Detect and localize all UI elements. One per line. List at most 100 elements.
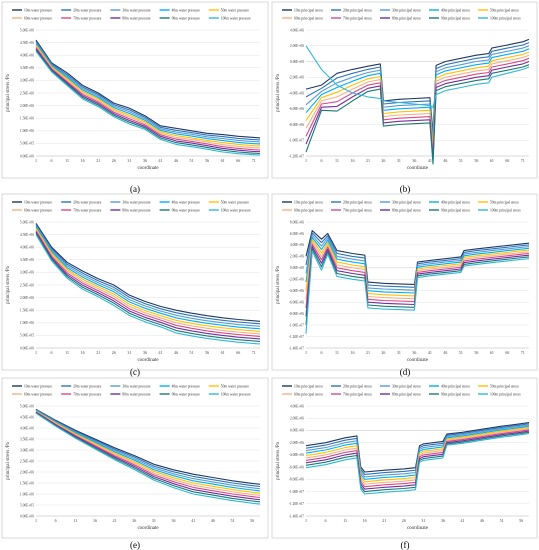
series-line — [35, 229, 261, 335]
x-tick-label: 56 — [205, 350, 209, 355]
y-tick-label: 1.50E+06 — [20, 117, 34, 121]
legend-label: 70m water pressure — [73, 209, 102, 213]
y-tick-label: 2.50E+06 — [20, 91, 34, 95]
x-tick-label: 1 — [305, 518, 307, 523]
x-tick-label: 71 — [521, 350, 525, 355]
legend-label: 40m principal stress — [441, 9, 471, 13]
x-tick-label: 71 — [252, 158, 256, 163]
x-tick-label: 11 — [73, 518, 77, 523]
legend-label: 60m water pressure — [24, 17, 53, 21]
y-tick-label: 2.00E+06 — [20, 104, 34, 108]
x-tick-label: 26 — [402, 518, 406, 523]
chart-panel-3: 10m water pressure 20m water pressure 30m … — [1, 193, 269, 377]
x-tick-label: 26 — [381, 350, 385, 355]
x-tick-label: 41 — [460, 518, 464, 523]
x-tick-label: 26 — [132, 518, 136, 523]
y-tick-label: -1.20E+07 — [289, 502, 305, 506]
series-line — [35, 43, 261, 145]
y-tick-label: -2.00E+06 — [289, 278, 305, 282]
x-tick-label: 66 — [505, 158, 509, 163]
y-tick-label: 1.00E+06 — [20, 129, 34, 133]
x-axis-title: coordinate — [137, 358, 159, 363]
legend-label: 40m water pressure — [172, 201, 201, 205]
x-tick-label: 16 — [350, 158, 354, 163]
y-tick-label: 3.50E+06 — [20, 258, 34, 262]
x-tick-label: 66 — [236, 158, 240, 163]
legend-label: 60m principal stress — [294, 393, 324, 397]
series-line — [35, 226, 261, 330]
legend-label: 70m principal stress — [343, 209, 373, 213]
x-tick-label: 46 — [443, 158, 447, 163]
x-tick-label: 46 — [443, 350, 447, 355]
y-tick-label: -8.00E+06 — [289, 123, 305, 127]
series-line — [35, 42, 261, 143]
x-tick-label: 11 — [335, 158, 339, 163]
x-tick-label: 56 — [474, 158, 478, 163]
x-tick-label: 6 — [51, 158, 53, 163]
legend-label: 90m principal stress — [441, 393, 471, 397]
y-tick-label: 5.00E+06 — [20, 220, 34, 224]
y-tick-label: 5.00E+05 — [20, 503, 34, 507]
x-tick-label: 46 — [174, 350, 178, 355]
x-tick-label: 41 — [428, 350, 432, 355]
legend-label: 60m water pressure — [24, 209, 53, 213]
y-axis-title: principal stress /Pa — [276, 73, 281, 112]
x-tick-label: 61 — [490, 158, 494, 163]
y-tick-label: -1.00E+07 — [289, 323, 305, 327]
series-line — [35, 411, 261, 496]
legend: 10m water pressure 20m water pressure 30m … — [12, 201, 251, 213]
x-tick-label: 66 — [236, 350, 240, 355]
y-tick-label: 4.00E+06 — [290, 243, 304, 247]
x-tick-label: 51 — [230, 518, 234, 523]
legend-label: 100m principal stress — [490, 17, 521, 21]
series-line — [35, 39, 261, 139]
x-tick-label: 41 — [158, 350, 162, 355]
series-line — [35, 234, 261, 345]
x-tick-label: 41 — [191, 518, 195, 523]
x-tick-label: 36 — [143, 350, 147, 355]
x-tick-label: 21 — [96, 158, 100, 163]
y-tick-label: 4.00E+06 — [290, 404, 304, 408]
legend-label: 100m principal stress — [490, 209, 521, 213]
x-tick-label: 71 — [252, 350, 256, 355]
series-line — [35, 48, 261, 153]
x-axis-title: coordinate — [407, 166, 429, 171]
y-tick-label: 4.00E+06 — [20, 426, 34, 430]
legend-label: 10m water pressure — [24, 201, 53, 205]
legend-label: 10m principal stress — [294, 9, 324, 13]
panel-label: (f) — [401, 540, 410, 550]
series-line — [35, 230, 261, 337]
x-tick-label: 36 — [441, 518, 445, 523]
y-axis-title: principal stress /Pa — [6, 265, 11, 304]
series-line — [35, 233, 261, 342]
x-tick-label: 16 — [93, 518, 97, 523]
legend-label: 90m water pressure — [172, 393, 201, 397]
y-tick-label: 0.00E+00 — [20, 514, 34, 518]
legend: 10m principal stress 20m principal stress… — [282, 385, 521, 397]
x-tick-label: 6 — [55, 518, 57, 523]
x-tick-label: 51 — [500, 518, 504, 523]
x-tick-label: 1 — [35, 518, 37, 523]
x-tick-label: 61 — [490, 350, 494, 355]
y-tick-label: 2.50E+06 — [20, 459, 34, 463]
x-tick-label: 41 — [158, 158, 162, 163]
legend-label: 40m water pressure — [172, 385, 201, 389]
x-tick-label: 11 — [343, 518, 347, 523]
y-axis-title: principal stress /Pa — [6, 441, 11, 480]
y-tick-label: 3.00E+06 — [20, 448, 34, 452]
legend-label: 100m water pressure — [221, 209, 251, 213]
y-tick-label: -1.20E+07 — [289, 335, 305, 339]
legend-label: 80m water pressure — [122, 393, 151, 397]
legend: 10m water pressure 20m water pressure 30m … — [12, 385, 251, 397]
legend-label: 10m water pressure — [24, 385, 53, 389]
legend-label: 30m principal stress — [392, 9, 422, 13]
legend-label: 80m principal stress — [392, 17, 422, 21]
y-tick-label: -6.00E+06 — [289, 465, 305, 469]
x-tick-label: 21 — [96, 350, 100, 355]
y-axis-title: principal stress /Pa — [6, 73, 11, 112]
x-tick-label: 21 — [382, 518, 386, 523]
chart-panel-1: 10m water pressure 20m water pressure 30m … — [1, 1, 269, 194]
x-tick-label: 61 — [221, 350, 225, 355]
x-tick-label: 51 — [459, 158, 463, 163]
panel-label: (b) — [400, 184, 411, 194]
